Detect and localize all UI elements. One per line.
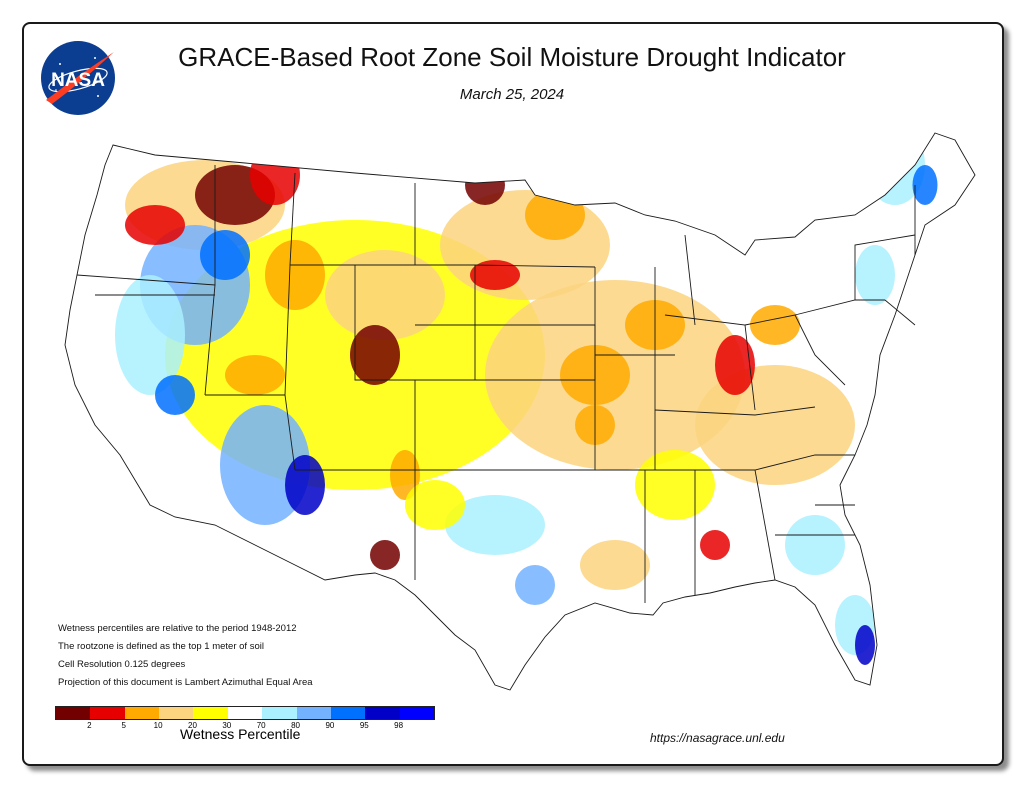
percentile-region <box>265 240 325 310</box>
legend-tick-label: 2 <box>87 721 92 730</box>
note-rootzone: The rootzone is defined as the top 1 met… <box>58 641 264 652</box>
legend-tick-label: 5 <box>121 721 126 730</box>
source-url: https://nasagrace.unl.edu <box>650 731 785 745</box>
legend-tick-label: 90 <box>325 721 335 730</box>
percentile-region <box>325 250 445 340</box>
percentile-region <box>370 540 400 570</box>
note-period: Wetness percentiles are relative to the … <box>58 623 297 634</box>
percentile-region <box>855 625 875 665</box>
legend-tick-label: 70 <box>256 721 266 730</box>
percentile-region <box>855 245 895 305</box>
note-projection: Projection of this document is Lambert A… <box>58 677 313 688</box>
percentile-region <box>115 275 185 395</box>
legend-tick-label: 30 <box>222 721 232 730</box>
percentile-region <box>525 190 585 240</box>
percentile-region <box>155 375 195 415</box>
percentile-region <box>285 455 325 515</box>
legend-swatch <box>365 707 400 719</box>
percentile-region <box>912 165 938 205</box>
percentile-region <box>405 480 465 530</box>
map-date: March 25, 2024 <box>459 86 565 103</box>
state-borders <box>64 132 976 691</box>
percentile-region <box>200 230 250 280</box>
percentile-region <box>715 335 755 395</box>
legend-swatch <box>124 707 160 719</box>
legend-tick-label: 10 <box>153 721 163 730</box>
legend-tick-label: 95 <box>359 721 369 730</box>
percentile-region <box>470 260 520 290</box>
legend-tick-label: 80 <box>291 721 300 730</box>
drought-map <box>64 132 976 691</box>
percentile-region <box>440 190 610 300</box>
map-notes: Wetness percentiles are relative to the … <box>58 620 313 692</box>
percentile-region <box>515 565 555 605</box>
percentile-region <box>635 450 715 520</box>
legend-swatch <box>296 707 331 719</box>
percentile-region <box>445 495 545 555</box>
percentile-region <box>250 145 300 205</box>
legend-swatch <box>56 707 91 719</box>
legend-swatch <box>399 707 434 719</box>
map-title: GRACE-Based Root Zone Soil Moisture Drou… <box>178 42 846 72</box>
percentile-region <box>125 205 185 245</box>
note-resolution: Cell Resolution 0.125 degrees <box>58 659 186 670</box>
legend-color-bar <box>55 706 435 720</box>
legend-swatch <box>193 707 228 719</box>
percentile-region <box>785 515 845 575</box>
svg-text:NASA: NASA <box>51 70 105 91</box>
legend-tick-label: 98 <box>394 721 404 730</box>
percentile-region <box>580 540 650 590</box>
percentile-region <box>750 305 800 345</box>
percentile-region <box>225 355 285 395</box>
percentile-region <box>465 165 505 205</box>
percentile-region <box>700 530 730 560</box>
percentile-region <box>350 325 400 385</box>
legend-swatch <box>330 707 366 719</box>
legend-ticks: 2 5 10 20 30 70 80 90 95 98 <box>55 720 435 732</box>
nasa-logo: NASA <box>41 41 115 115</box>
legend-swatch <box>227 707 263 719</box>
legend-swatch <box>90 707 125 719</box>
legend-swatch <box>159 707 194 719</box>
legend-tick-label: 20 <box>188 721 197 730</box>
legend: 2 5 10 20 30 70 80 90 95 98 Wetness Percentile <box>55 706 435 742</box>
percentile-region <box>390 450 420 500</box>
legend-title: Wetness Percentile <box>180 726 301 742</box>
legend-swatch <box>262 707 297 719</box>
